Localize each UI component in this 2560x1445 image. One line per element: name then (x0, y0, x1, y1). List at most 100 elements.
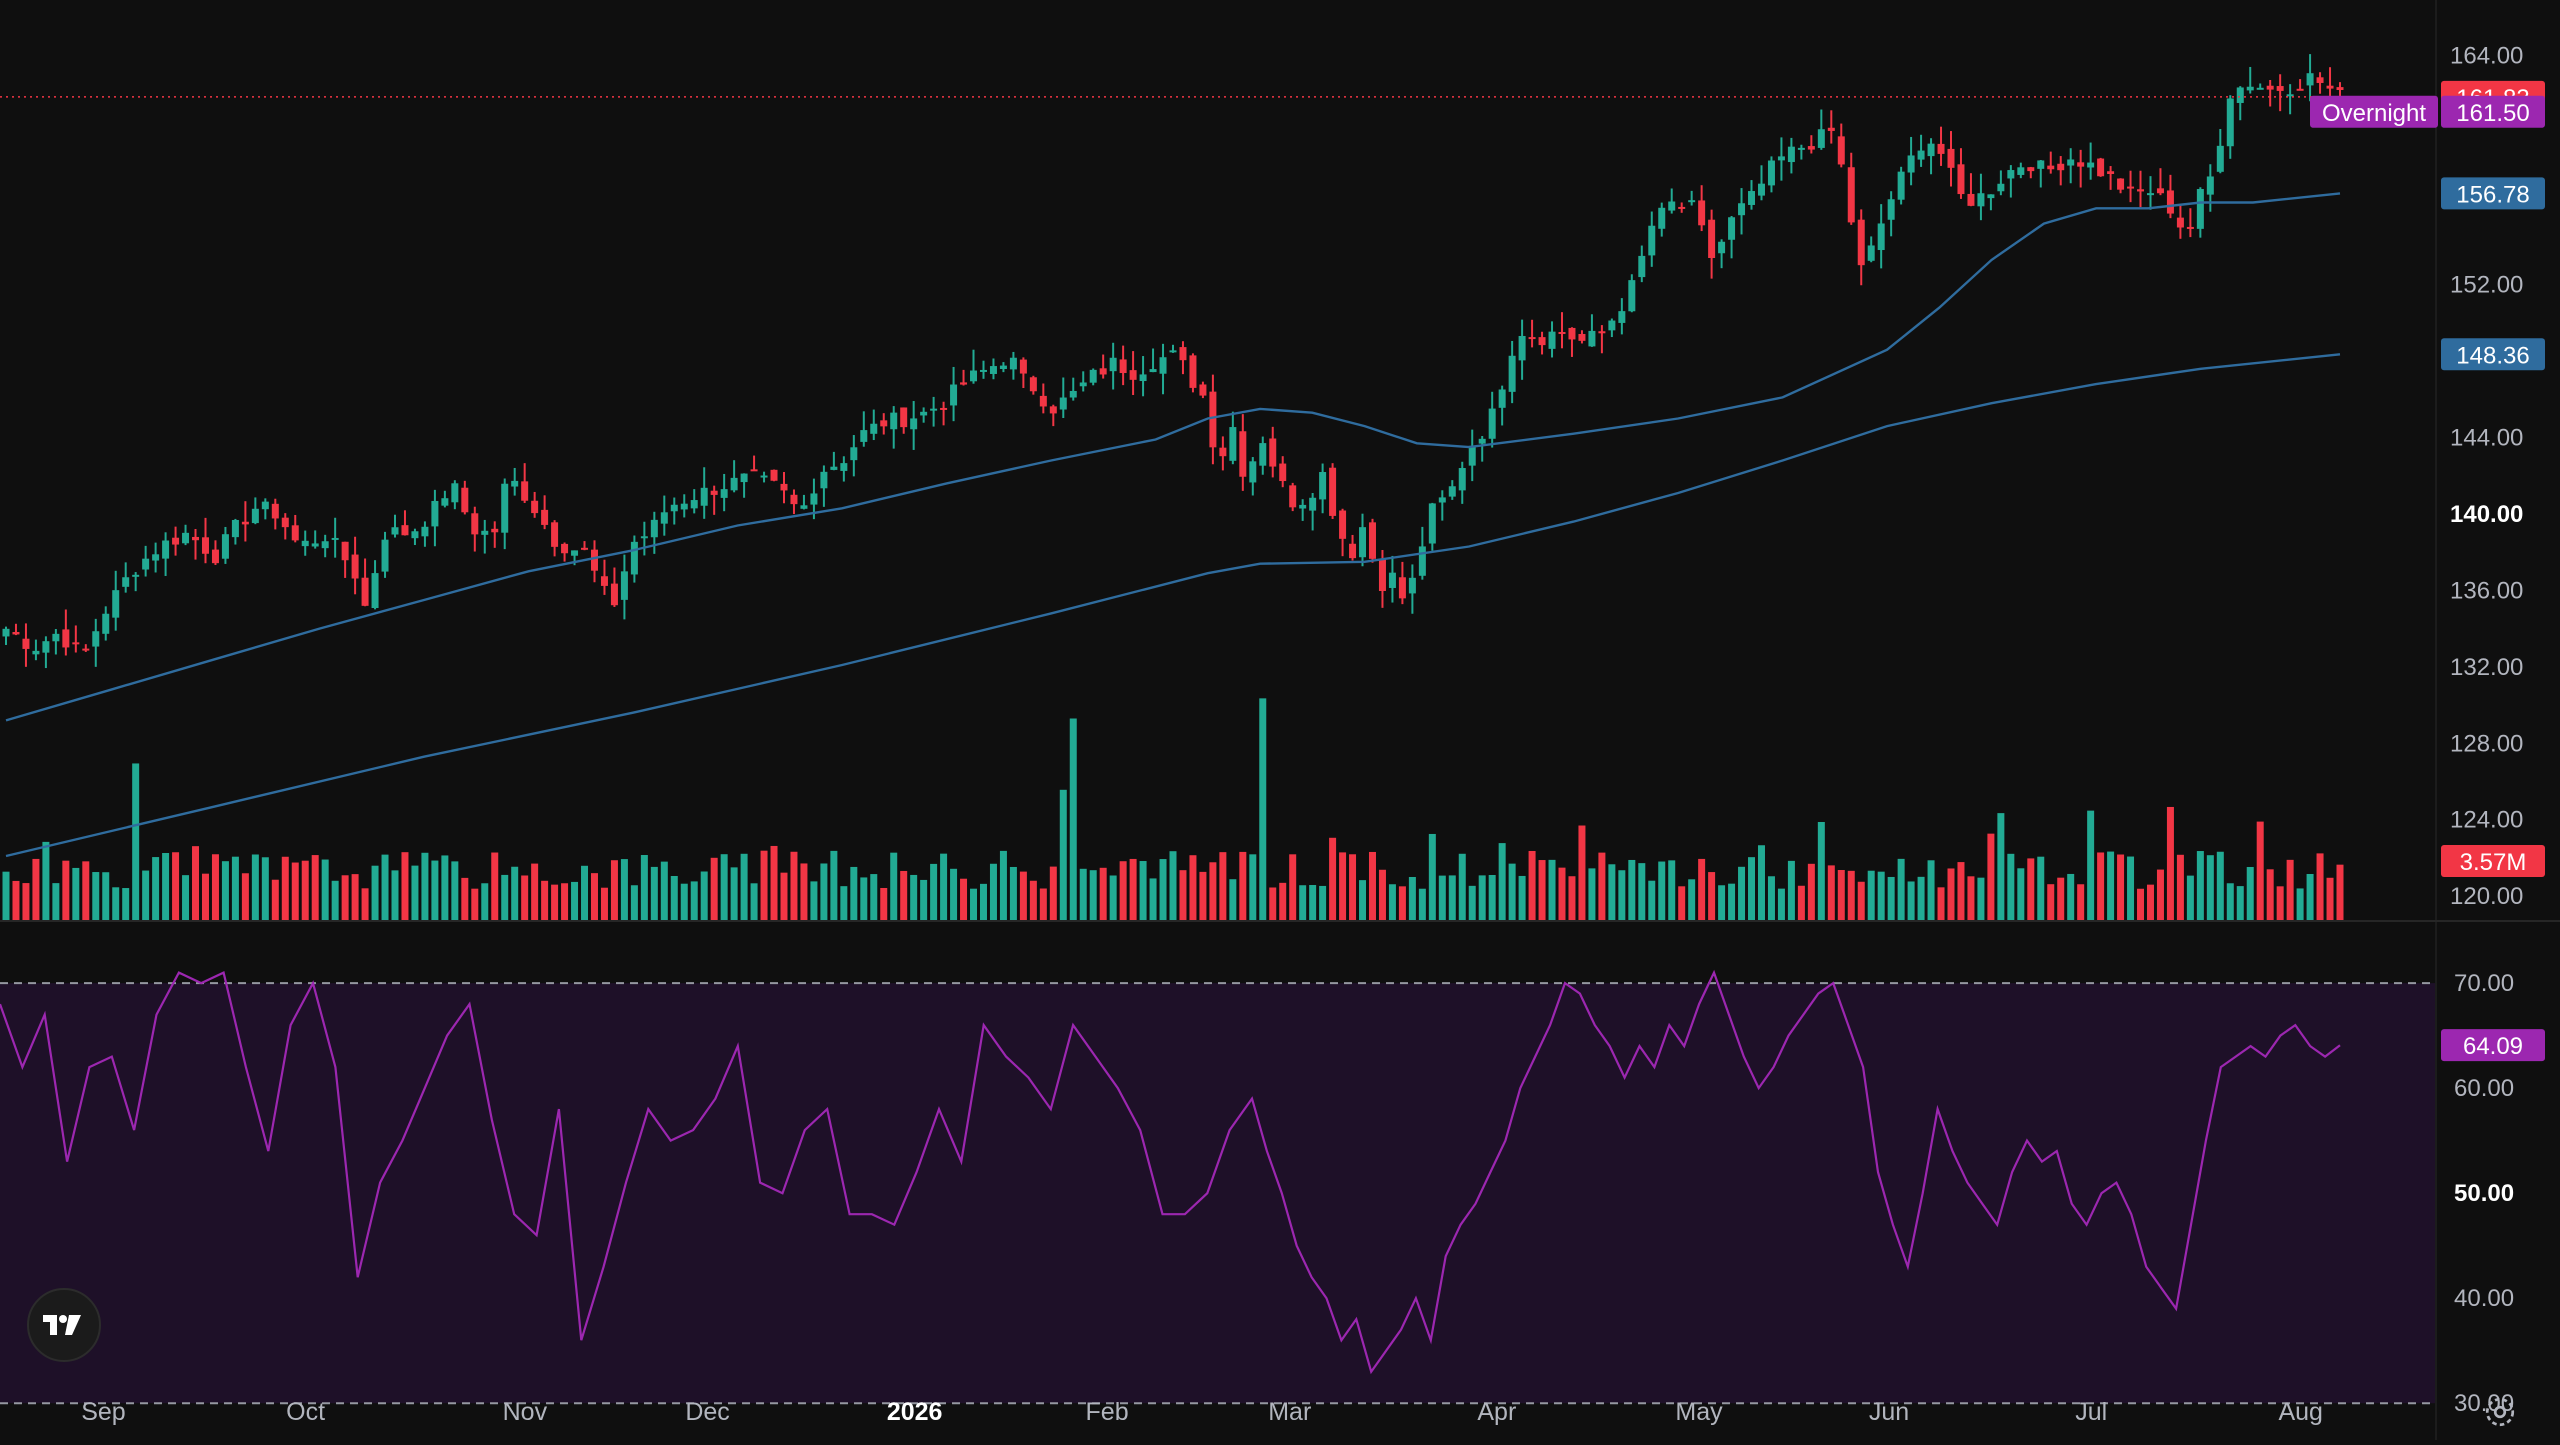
volume-bar (1069, 718, 1077, 920)
candle-body (1488, 408, 1496, 439)
volume-bar (391, 870, 399, 920)
volume-bar (1408, 876, 1416, 920)
candle-body (910, 418, 918, 430)
candle-body (42, 641, 50, 653)
volume-bar (1259, 698, 1267, 920)
volume-bar (960, 878, 968, 920)
candle-body (1508, 355, 1516, 392)
volume-bar (700, 871, 708, 920)
volume-bar (1588, 868, 1596, 920)
candle-body (1089, 369, 1097, 383)
candle-body (2196, 189, 2204, 229)
volume-bar (1907, 881, 1915, 920)
volume-bar (1388, 884, 1396, 920)
candle-body (1538, 337, 1546, 346)
volume-bar (2186, 875, 2194, 920)
volume-bar (361, 888, 369, 920)
volume-bar (840, 886, 848, 920)
volume-bar (1688, 879, 1696, 920)
volume-bar (1229, 879, 1237, 920)
volume-bar (1927, 860, 1935, 920)
candle-body (820, 471, 828, 489)
candle-body (1718, 241, 1726, 254)
volume-bar (132, 763, 140, 920)
candle-body (850, 447, 858, 461)
volume-bar (1488, 874, 1496, 920)
volume-bar (551, 884, 559, 920)
candle-body (481, 530, 489, 535)
volume-bar (1359, 880, 1367, 920)
volume-bar (451, 861, 459, 920)
volume-bar (1179, 870, 1187, 920)
volume-bar (1269, 887, 1277, 920)
candle-body (660, 512, 668, 524)
candle-body (82, 648, 90, 651)
price-axis-tick: 128.00 (2450, 730, 2523, 757)
volume-bar (800, 863, 808, 920)
rsi-axis-tick: 50.00 (2454, 1180, 2514, 1207)
candle-body (431, 500, 439, 527)
volume-bar (610, 860, 618, 920)
candle-body (531, 500, 539, 514)
volume-bar (2166, 806, 2174, 920)
candle-body (1468, 445, 1476, 466)
candle-body (1997, 183, 2005, 192)
candle-body (231, 519, 239, 538)
candle-body (122, 577, 130, 587)
candle-body (2137, 189, 2145, 192)
volume-bar (2296, 888, 2304, 920)
volume-bar (999, 850, 1007, 920)
candle-body (1049, 406, 1057, 414)
volume-bar (341, 875, 349, 920)
candle-body (2127, 186, 2135, 189)
candle-body (2266, 85, 2274, 90)
volume-bar (1917, 876, 1925, 920)
volume-bar (650, 866, 658, 920)
candle-body (511, 480, 519, 487)
volume-bar (561, 883, 569, 920)
candle-body (1329, 467, 1337, 516)
volume-bar (1817, 822, 1825, 920)
candle-body (740, 473, 748, 483)
candle-body (1309, 497, 1317, 511)
candle-body (2087, 162, 2095, 168)
volume-bar (910, 874, 918, 920)
candle-body (1388, 572, 1396, 588)
candle-body (1408, 577, 1416, 594)
candle-body (451, 483, 459, 503)
volume-bar (1279, 882, 1287, 920)
candle-body (1039, 395, 1047, 407)
candle-body (1249, 461, 1257, 483)
candle-body (1398, 577, 1406, 599)
candle-body (2286, 94, 2294, 97)
candle-body (1857, 219, 1865, 266)
candle-body (900, 407, 908, 428)
candle-body (162, 540, 170, 559)
candle-body (750, 469, 758, 472)
volume-bar (271, 879, 279, 920)
volume-bar (501, 874, 509, 920)
candle-body (1977, 193, 1985, 207)
candle-body (1299, 504, 1307, 509)
volume-bar (740, 853, 748, 920)
candle-body (401, 525, 409, 536)
gear-icon[interactable] (2482, 1394, 2518, 1430)
price-axis-tick: 164.00 (2450, 42, 2523, 69)
tradingview-logo[interactable] (27, 1288, 101, 1362)
volume-bar (1398, 886, 1406, 920)
volume-bar (1977, 877, 1985, 920)
candle-body (1907, 155, 1915, 173)
volume-bar (1129, 858, 1137, 920)
candle-body (2226, 98, 2234, 147)
volume-bar (1189, 855, 1197, 920)
volume-bar (32, 858, 40, 920)
candle-body (2276, 86, 2284, 91)
price-axis-tick: 140.00 (2450, 501, 2523, 528)
volume-bar (710, 857, 718, 920)
volume-bar (2226, 883, 2234, 920)
volume-bar (1987, 833, 1995, 920)
candle-body (331, 537, 339, 540)
overnight-badge-label: Overnight (2322, 100, 2426, 127)
